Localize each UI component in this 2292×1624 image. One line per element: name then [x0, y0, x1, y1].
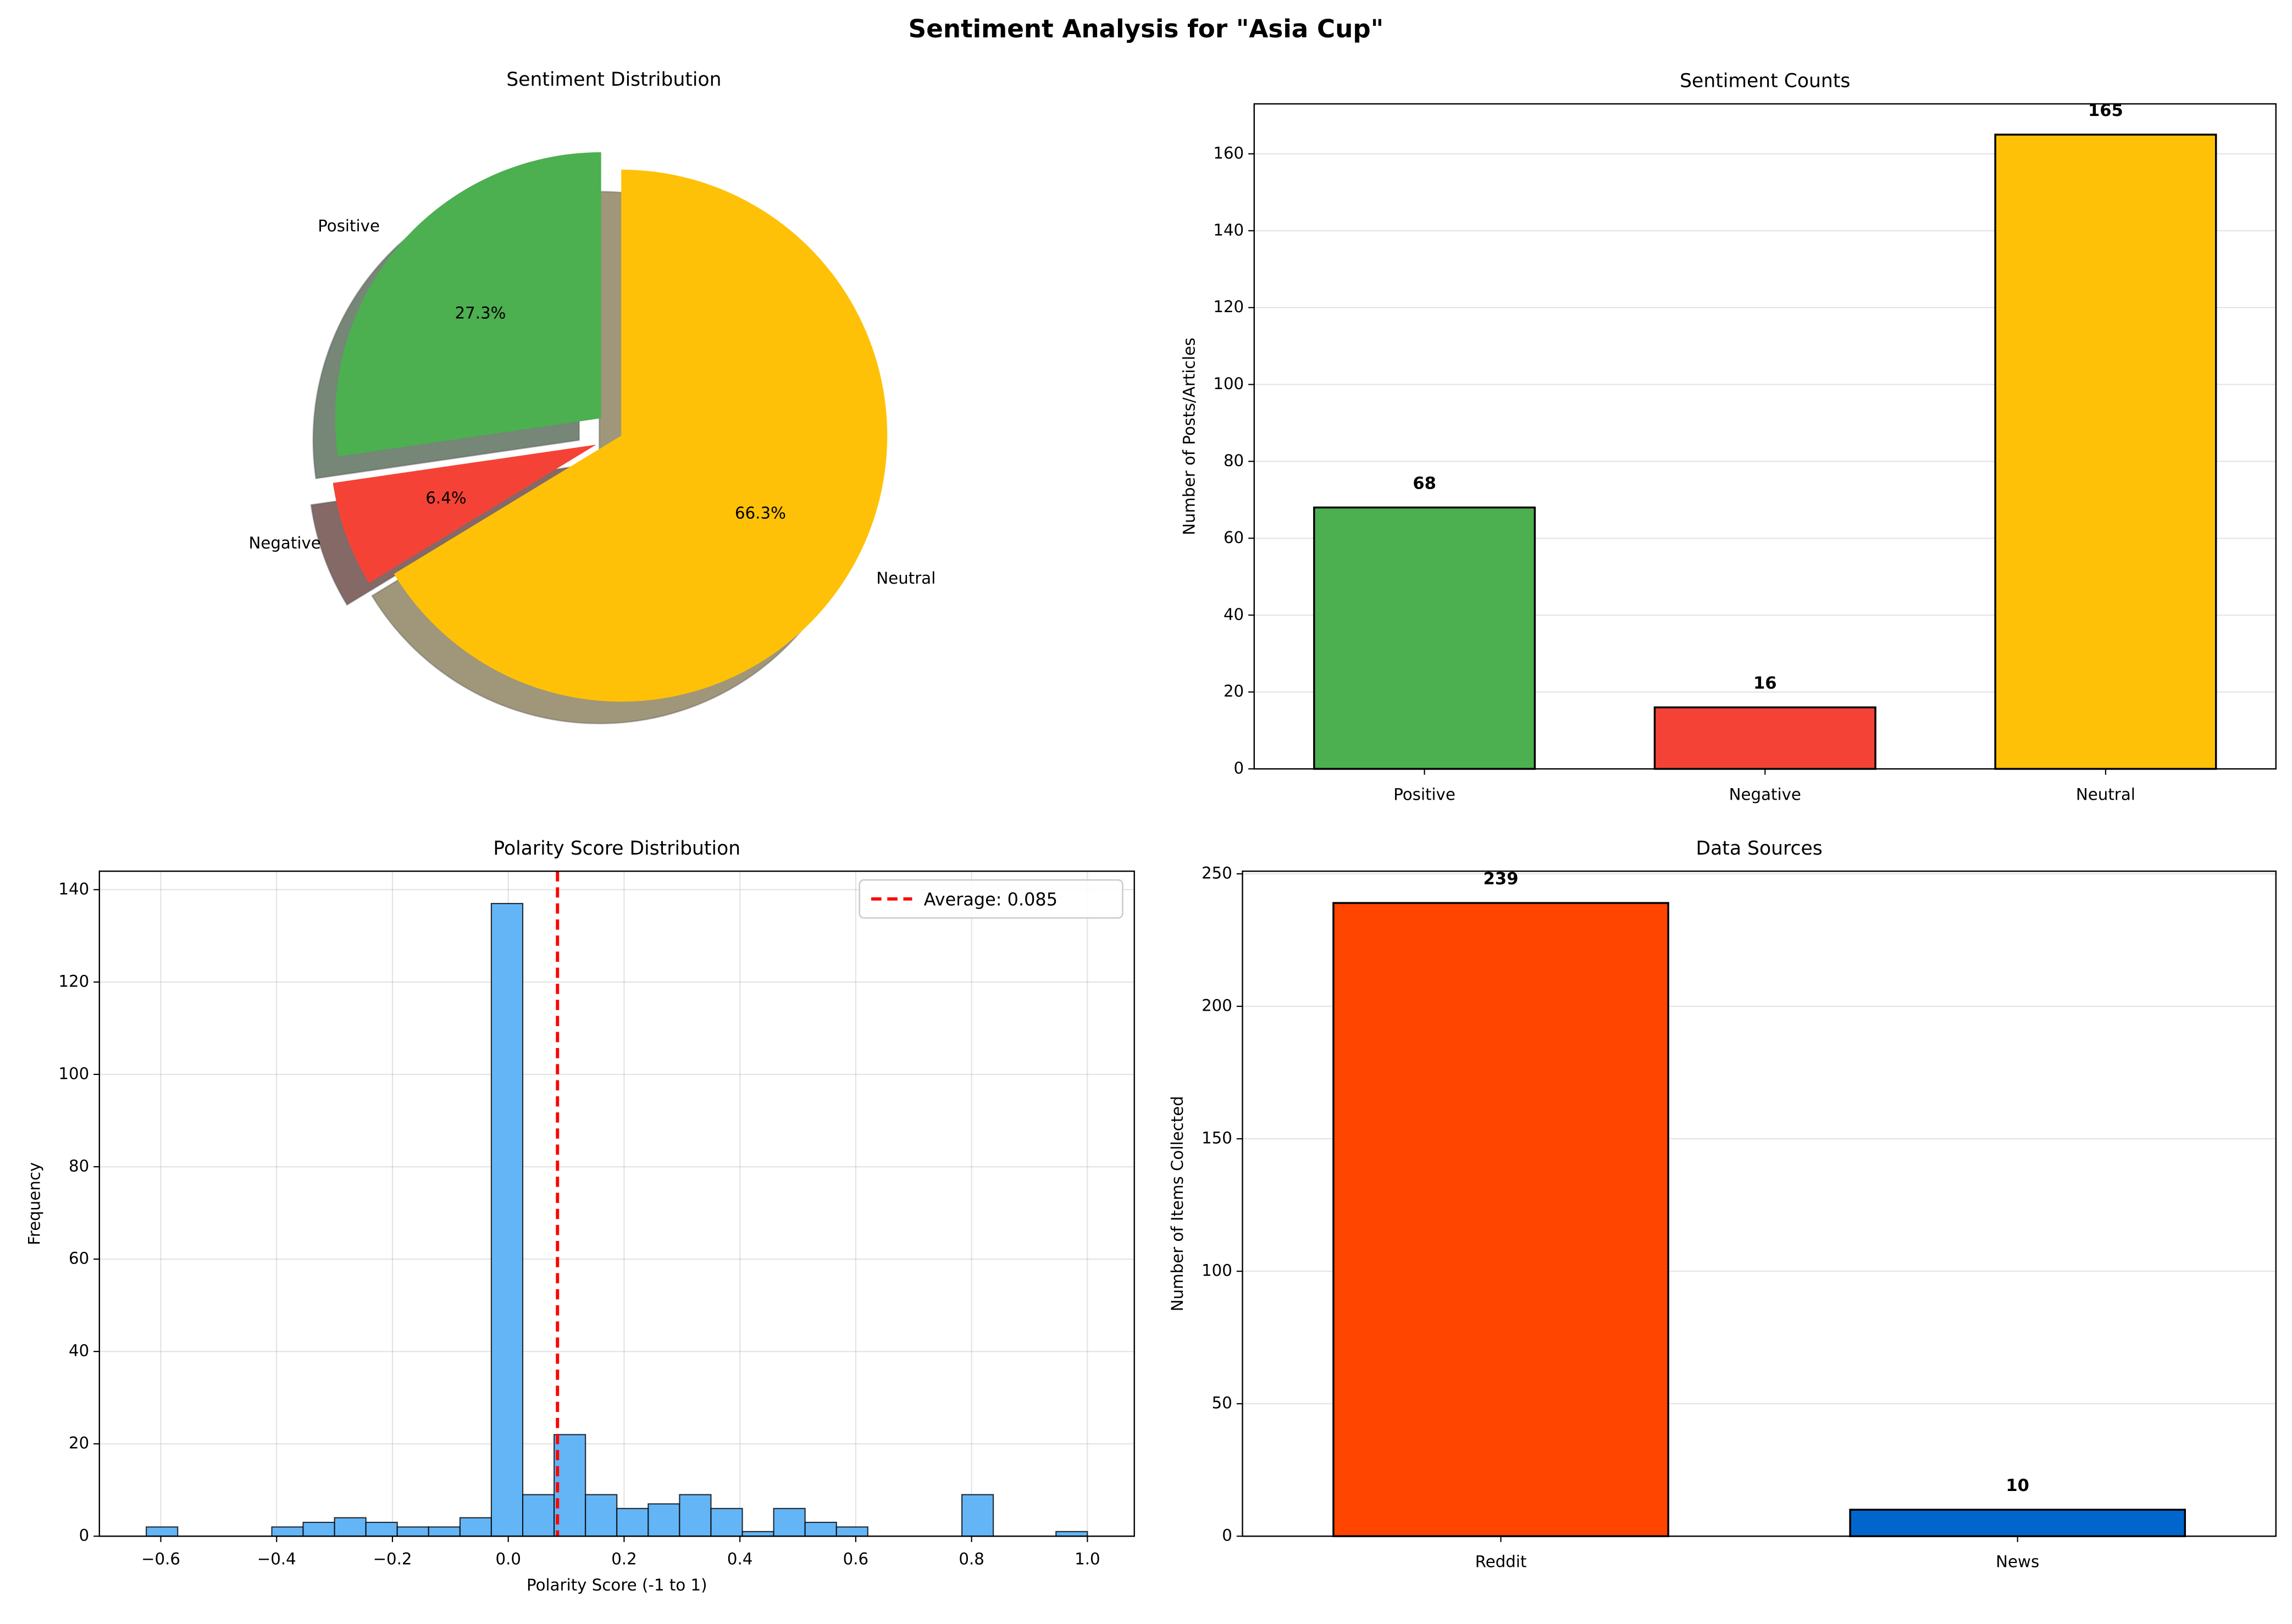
y-axis-label: Number of Posts/Articles	[1180, 337, 1198, 535]
y-tick-label: 40	[69, 1342, 89, 1360]
histogram-bar	[773, 1507, 806, 1537]
y-tick-label: 60	[69, 1249, 89, 1268]
x-tick-label: Negative	[1729, 785, 1801, 803]
histogram-bar	[835, 1526, 868, 1537]
y-tick-label: 80	[69, 1157, 89, 1176]
x-tick-label: 1.0	[1075, 1549, 1100, 1568]
x-tick-label: −0.2	[373, 1549, 412, 1568]
percent-label: 6.4%	[425, 489, 466, 507]
y-tick-label: 160	[1213, 143, 1244, 162]
pie-wedge	[394, 169, 888, 702]
category-label: Positive	[318, 217, 380, 235]
y-tick-label: 120	[1213, 297, 1244, 316]
y-tick-label: 0	[79, 1526, 90, 1545]
x-tick-label: News	[1996, 1553, 2039, 1571]
subplot-title: Data Sources	[1696, 838, 1823, 860]
axes-frame	[98, 871, 1135, 1537]
histogram-bar	[710, 1507, 743, 1537]
x-tick-label: −0.6	[141, 1549, 180, 1568]
y-tick-label: 80	[1223, 451, 1244, 470]
histogram-bar	[459, 1517, 492, 1537]
subplot-title: Sentiment Distribution	[506, 69, 721, 91]
y-tick-label: 140	[58, 879, 89, 898]
y-tick-label: 20	[1223, 682, 1244, 701]
axes-frame	[1253, 103, 2277, 770]
bar	[1849, 1509, 2186, 1537]
histogram-bar	[647, 1503, 680, 1537]
y-tick-label: 100	[1213, 374, 1244, 393]
value-label: 10	[2006, 1476, 2029, 1495]
legend-label: Average: 0.085	[924, 889, 1058, 910]
y-tick-label: 50	[1212, 1394, 1232, 1412]
histogram-bar	[741, 1531, 774, 1537]
histogram-bar	[490, 902, 524, 1537]
histogram-bar	[585, 1494, 618, 1537]
histogram-bar	[616, 1507, 649, 1537]
x-tick-label: Neutral	[2076, 785, 2135, 803]
x-tick-label: 0.8	[959, 1549, 984, 1568]
category-label: Neutral	[876, 569, 935, 587]
percent-label: 66.3%	[735, 503, 786, 522]
histogram-bar	[522, 1494, 555, 1537]
histogram-bar	[679, 1494, 712, 1537]
y-tick-label: 100	[58, 1064, 89, 1083]
y-tick-label: 40	[1223, 605, 1244, 624]
histogram-bar	[302, 1521, 335, 1537]
value-label: 16	[1753, 674, 1777, 693]
bar	[1332, 902, 1669, 1537]
histogram-bar	[804, 1521, 837, 1537]
figure-title: Sentiment Analysis for "Asia Cup"	[909, 14, 1384, 43]
histogram-bar	[961, 1494, 994, 1537]
histogram-bar	[428, 1526, 461, 1537]
legend	[859, 879, 1123, 919]
x-axis-label: Polarity Score (-1 to 1)	[527, 1576, 707, 1594]
y-tick-label: 60	[1223, 528, 1244, 547]
histogram-bar	[1055, 1531, 1088, 1537]
y-tick-label: 100	[1202, 1261, 1232, 1280]
histogram-bar	[365, 1521, 398, 1537]
x-tick-label: 0.6	[843, 1549, 869, 1568]
histogram-bar	[396, 1526, 429, 1537]
y-axis-label: Frequency	[25, 1162, 43, 1245]
y-tick-label: 150	[1202, 1129, 1232, 1148]
x-tick-label: 0.0	[495, 1549, 521, 1568]
x-tick-label: 0.2	[611, 1549, 637, 1568]
y-tick-label: 200	[1202, 996, 1232, 1015]
x-tick-label: Positive	[1393, 785, 1455, 803]
histogram-bar	[334, 1517, 367, 1537]
axes-frame	[1242, 871, 2277, 1537]
pie-wedge	[333, 445, 596, 583]
bar	[1653, 706, 1876, 770]
value-label: 68	[1413, 474, 1436, 493]
y-axis-label: Number of Items Collected	[1168, 1096, 1187, 1311]
x-tick-label: Reddit	[1475, 1553, 1527, 1571]
subplot-title: Polarity Score Distribution	[493, 838, 740, 860]
bar	[1313, 506, 1536, 770]
percent-label: 27.3%	[455, 304, 506, 323]
pie-wedge	[335, 152, 601, 457]
subplot-title: Sentiment Counts	[1680, 70, 1850, 92]
y-tick-label: 250	[1202, 864, 1232, 883]
bar	[1994, 134, 2217, 770]
histogram-bar	[146, 1526, 179, 1537]
histogram-bar	[271, 1526, 304, 1537]
x-tick-label: −0.4	[257, 1549, 296, 1568]
y-tick-label: 140	[1213, 220, 1244, 239]
y-tick-label: 0	[1222, 1526, 1232, 1545]
y-tick-label: 120	[58, 972, 89, 990]
category-label: Negative	[248, 534, 320, 552]
x-tick-label: 0.4	[727, 1549, 753, 1568]
value-label: 239	[1483, 869, 1519, 889]
y-tick-label: 0	[1234, 759, 1244, 778]
y-tick-label: 20	[69, 1434, 89, 1453]
